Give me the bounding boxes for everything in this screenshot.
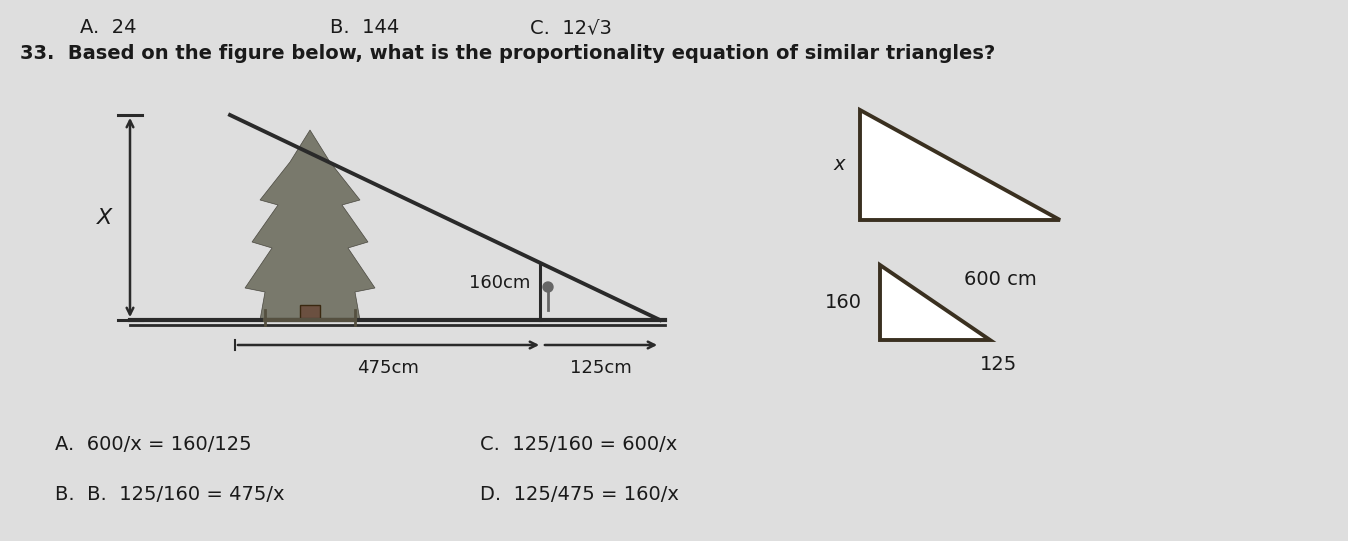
- Text: 125: 125: [980, 355, 1016, 374]
- Text: 475cm: 475cm: [357, 359, 419, 377]
- Bar: [301, 305, 319, 320]
- Text: B.  144: B. 144: [330, 18, 399, 37]
- Polygon shape: [245, 130, 375, 320]
- Polygon shape: [880, 265, 989, 340]
- Text: X: X: [97, 208, 112, 228]
- Text: 160cm: 160cm: [469, 274, 530, 292]
- Text: 600 cm: 600 cm: [964, 270, 1037, 289]
- Polygon shape: [860, 110, 1060, 220]
- Text: B.  B.  125/160 = 475/x: B. B. 125/160 = 475/x: [55, 485, 284, 504]
- Text: 125cm: 125cm: [570, 359, 632, 377]
- Text: 33.  Based on the figure below, what is the proportionality equation of similar : 33. Based on the figure below, what is t…: [20, 44, 995, 63]
- Text: C.  12√3: C. 12√3: [530, 18, 612, 37]
- Text: x: x: [833, 155, 845, 175]
- Text: 160: 160: [825, 293, 861, 312]
- Text: D.  125/475 = 160/x: D. 125/475 = 160/x: [480, 485, 679, 504]
- Text: C.  125/160 = 600/x: C. 125/160 = 600/x: [480, 435, 677, 454]
- Text: A.  24: A. 24: [80, 18, 136, 37]
- Text: A.  600/x = 160/125: A. 600/x = 160/125: [55, 435, 252, 454]
- Circle shape: [543, 282, 553, 292]
